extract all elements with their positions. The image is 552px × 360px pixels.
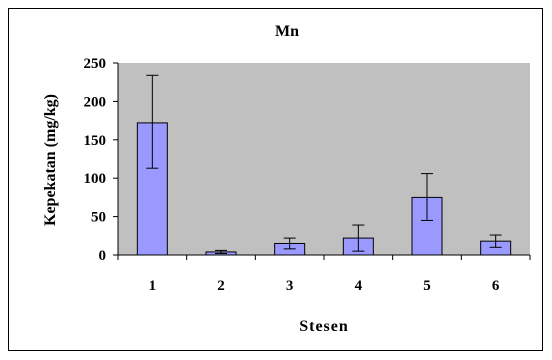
axes (113, 62, 531, 260)
x-tick-label: 6 (492, 278, 500, 294)
y-tick-labels: 0 50 100 150 200 250 (84, 56, 107, 264)
plot-area (118, 63, 530, 255)
y-axis-label: Kepekatan (mg/kg) (42, 94, 59, 226)
x-tick-label: 5 (423, 278, 431, 294)
chart-title: Mn (275, 23, 299, 40)
x-axis-label: Stesen (299, 318, 349, 335)
x-tick-label: 1 (149, 278, 157, 294)
error-bars (146, 74, 502, 254)
y-tick-label: 150 (84, 133, 107, 149)
y-tick-label: 50 (91, 210, 106, 226)
x-tick-label: 2 (217, 278, 225, 294)
y-tick-label: 200 (84, 94, 107, 110)
x-tick-label: 4 (355, 278, 363, 294)
y-tick-label: 250 (84, 56, 107, 72)
x-tick-label: 3 (286, 278, 294, 294)
x-tick-labels: 1 2 3 4 5 6 (149, 278, 500, 294)
y-tick-label: 100 (84, 171, 107, 187)
y-tick-label: 0 (99, 248, 107, 264)
